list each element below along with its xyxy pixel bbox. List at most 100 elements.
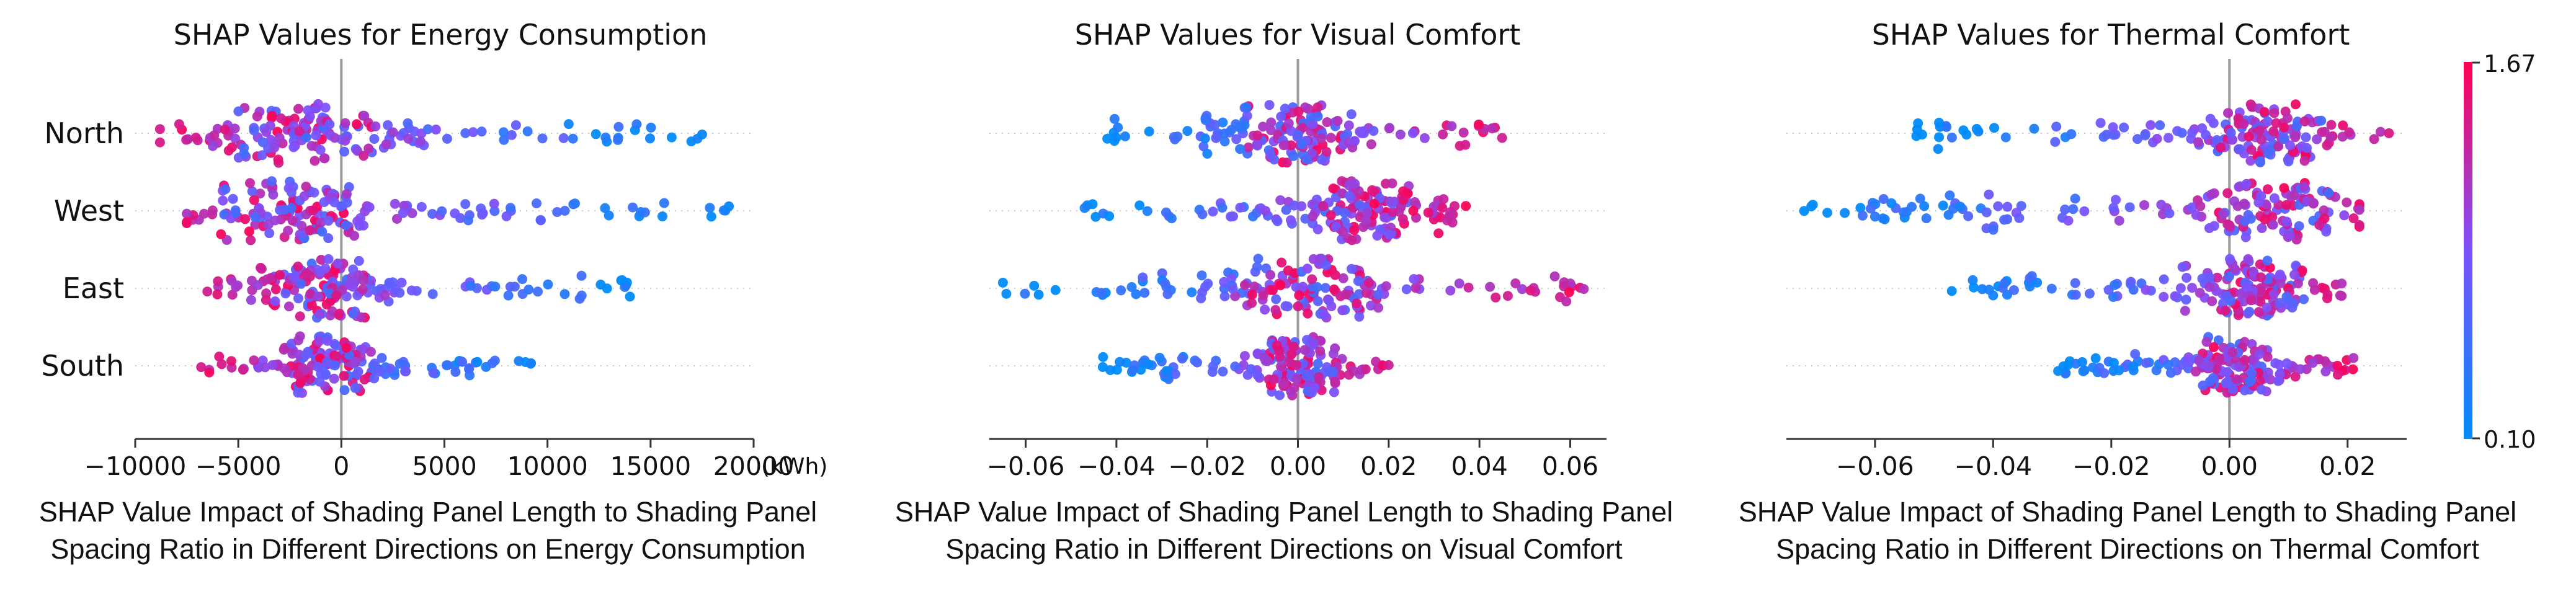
- shap-dot: [322, 357, 332, 367]
- shap-dot: [506, 130, 517, 140]
- shap-dot: [1217, 203, 1228, 213]
- shap-dot: [264, 228, 275, 239]
- shap-dot: [1230, 361, 1241, 372]
- shap-dot: [2234, 144, 2245, 154]
- shap-dot: [1347, 235, 1357, 246]
- shap-dot: [1366, 139, 1376, 149]
- shap-dot: [244, 226, 254, 237]
- shap-dot: [1337, 176, 1347, 187]
- shap-dot: [1240, 280, 1250, 290]
- shap-dot: [2285, 140, 2295, 151]
- shap-dot: [1840, 208, 1850, 218]
- shap-dot: [301, 350, 311, 360]
- shap-dot: [1134, 200, 1145, 211]
- shap-dot: [2184, 357, 2195, 368]
- chart-title: SHAP Values for Visual Comfort: [1075, 18, 1521, 51]
- shap-dot: [1218, 366, 1228, 377]
- shap-dot: [2317, 127, 2327, 138]
- shap-dot: [460, 128, 471, 138]
- shap-dot: [1239, 120, 1250, 130]
- x-unit-label: (kWh): [761, 454, 827, 479]
- shap-dot: [2319, 213, 2330, 224]
- shap-dot: [1346, 264, 1357, 274]
- shap-dot: [2110, 280, 2119, 290]
- shap-dot: [1383, 360, 1394, 370]
- shap-dot: [199, 208, 210, 219]
- shap-dot: [657, 211, 667, 221]
- shap-dot: [1029, 280, 1040, 291]
- shap-dot: [1454, 278, 1464, 289]
- shap-dot: [301, 181, 311, 192]
- shap-dot: [2108, 122, 2118, 133]
- shap-dot: [442, 360, 452, 371]
- shap-dot: [1321, 147, 1332, 157]
- shap-dot: [2163, 360, 2173, 370]
- shap-dot: [2119, 122, 2129, 133]
- shap-dot: [1286, 349, 1297, 360]
- shap-dot: [388, 277, 398, 288]
- shap-dot: [2322, 140, 2332, 151]
- shap-dot: [1187, 287, 1197, 298]
- shap-dot: [2262, 352, 2273, 362]
- shap-dot: [353, 366, 363, 377]
- shap-dot: [1989, 123, 1999, 133]
- shap-dot: [2262, 255, 2273, 266]
- shap-dot: [2281, 216, 2292, 227]
- shap-dot: [465, 370, 475, 381]
- shap-dot: [174, 119, 184, 130]
- shap-dot: [2235, 288, 2246, 299]
- shap-dot: [1408, 128, 1418, 138]
- shap-dot: [1277, 257, 1287, 268]
- shap-dot: [265, 273, 276, 283]
- shap-dot: [1154, 353, 1165, 363]
- shap-dot: [1294, 290, 1304, 301]
- chart-title: SHAP Values for Thermal Comfort: [1872, 18, 2350, 51]
- shap-dot: [208, 141, 218, 151]
- shap-dot: [1280, 301, 1291, 311]
- shap-dot: [503, 290, 514, 301]
- shap-dot: [1286, 140, 1296, 151]
- shap-dot: [2155, 120, 2165, 130]
- shap-dot: [2008, 285, 2019, 295]
- shap-dot: [2283, 154, 2293, 165]
- shap-dot: [1322, 117, 1332, 127]
- shap-dot: [1293, 301, 1303, 312]
- shap-dot: [1258, 290, 1268, 301]
- shap-dot: [2111, 195, 2121, 205]
- shap-dot: [1313, 102, 1323, 113]
- xlabel-line-2: Spacing Ratio in Different Directions on…: [1776, 533, 2479, 565]
- shap-dot: [403, 118, 413, 128]
- shap-dot: [2066, 129, 2077, 140]
- shap-dot: [1033, 290, 1044, 300]
- shap-dot: [613, 135, 623, 145]
- shap-dot: [332, 259, 343, 268]
- shap-dot: [1870, 211, 1880, 222]
- shap-dot: [437, 206, 447, 216]
- shap-dot: [1288, 151, 1298, 161]
- shap-dot: [1319, 309, 1329, 320]
- shap-dot: [398, 208, 408, 218]
- shap-dot: [1170, 369, 1180, 379]
- shap-dot: [2206, 189, 2216, 200]
- shap-dot: [299, 191, 310, 202]
- shap-dot: [450, 366, 461, 377]
- shap-dot: [1364, 278, 1375, 288]
- shap-dot: [1865, 203, 1876, 214]
- shap-dot: [2220, 306, 2231, 316]
- shap-dot: [377, 353, 387, 363]
- shap-dot: [2262, 303, 2272, 313]
- shap-dot: [2124, 202, 2135, 213]
- shap-dot: [1408, 206, 1419, 216]
- shap-dot: [301, 132, 311, 143]
- shap-dot: [2205, 113, 2216, 124]
- shap-dot: [154, 137, 165, 148]
- shap-dot: [2177, 262, 2188, 272]
- shap-dot: [268, 190, 279, 200]
- shap-dot: [1235, 202, 1246, 213]
- feature-label: North: [44, 117, 124, 150]
- shap-dot: [2146, 120, 2156, 130]
- shap-dot: [1219, 291, 1230, 301]
- shap-dot: [558, 133, 569, 143]
- shap-dot: [1410, 197, 1420, 207]
- shap-dot: [313, 291, 323, 302]
